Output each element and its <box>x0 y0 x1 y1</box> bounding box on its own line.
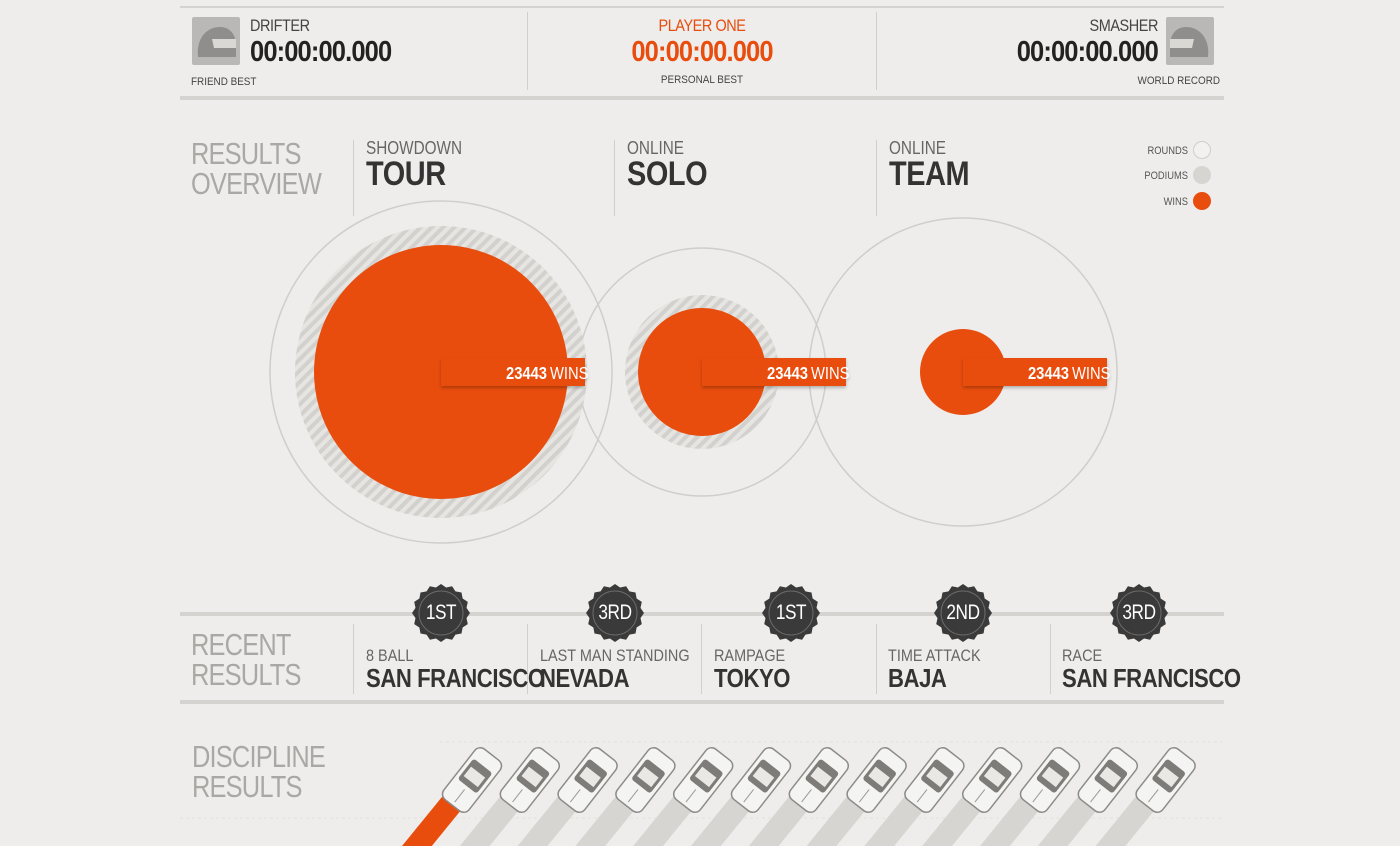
place-badge-text: 1ST <box>775 601 807 624</box>
player-name: PLAYER ONE <box>658 16 746 35</box>
category-team-mode: ONLINE <box>889 138 946 158</box>
results-overview-title: RESULTS OVERVIEW <box>191 136 322 201</box>
discipline-car[interactable] <box>806 745 909 846</box>
team-wins-value: 23443 <box>1028 364 1069 384</box>
place-badge[interactable]: 2ND <box>934 584 992 642</box>
discipline-car[interactable] <box>922 745 1024 846</box>
result-location[interactable]: NEVADA <box>540 663 630 693</box>
recent-top-rule <box>180 612 1224 616</box>
friend-helmet-icon[interactable] <box>192 17 240 65</box>
personal-best-label: PERSONAL BEST <box>660 74 744 86</box>
tour-wins-chip[interactable]: 23443 WINS <box>441 358 589 386</box>
record-helmet-icon[interactable] <box>1166 17 1214 65</box>
header-divider <box>527 12 528 90</box>
solo-wins-unit: WINS <box>811 364 850 384</box>
category-tour-title[interactable]: TOUR <box>366 155 446 193</box>
category-divider <box>876 140 877 216</box>
result-mode: RACE <box>1062 646 1103 665</box>
header-divider <box>876 12 877 90</box>
results-overview-title-line2: OVERVIEW <box>191 166 322 201</box>
world-record-label: WORLD RECORD <box>1137 75 1220 87</box>
recent-results-title-line1: RECENT <box>191 627 291 662</box>
category-solo-title[interactable]: SOLO <box>627 155 708 193</box>
header-bottom-rule <box>180 96 1224 100</box>
recent-divider <box>1050 624 1051 694</box>
world-record-time: 00:00:00.000 <box>1016 36 1159 68</box>
discipline-car[interactable] <box>517 745 620 846</box>
legend-rounds-swatch <box>1193 141 1211 159</box>
category-tour-mode: SHOWDOWN <box>366 138 463 158</box>
friend-best-label: FRIEND BEST <box>191 76 257 88</box>
legend-rounds-label: ROUNDS <box>1147 145 1188 157</box>
result-location[interactable]: SAN FRANCISCO <box>366 663 545 693</box>
team-wins-chip[interactable]: 23443 WINS <box>963 358 1111 386</box>
discipline-car[interactable] <box>633 745 735 846</box>
result-mode: LAST MAN STANDING <box>540 646 690 665</box>
legend-wins-swatch <box>1193 192 1211 210</box>
solo-wins-chip[interactable]: 23443 WINS <box>702 358 850 386</box>
tour-wins-unit: WINS <box>550 364 589 384</box>
category-team-title[interactable]: TEAM <box>889 155 970 193</box>
personal-best-time: 00:00:00.000 <box>631 36 773 68</box>
legend-podiums-swatch <box>1193 166 1211 184</box>
place-badge-text: 3RD <box>1122 601 1156 624</box>
discipline-results-title-line1: DISCIPLINE <box>192 739 326 774</box>
place-badge[interactable]: 1ST <box>412 584 470 642</box>
result-mode: RAMPAGE <box>714 646 786 665</box>
recent-divider <box>876 624 877 694</box>
category-solo-mode: ONLINE <box>627 138 684 158</box>
place-badge[interactable]: 1ST <box>762 584 820 642</box>
category-divider <box>614 140 615 216</box>
discipline-results-title: DISCIPLINE RESULTS <box>192 739 326 804</box>
result-mode: 8 BALL <box>366 646 414 665</box>
team-wins-unit: WINS <box>1072 364 1111 384</box>
result-location[interactable]: SAN FRANCISCO <box>1062 663 1241 693</box>
place-badge-text: 1ST <box>425 601 457 624</box>
friend-name: DRIFTER <box>250 16 310 35</box>
place-badge[interactable]: 3RD <box>586 584 644 642</box>
legend-wins-label: WINS <box>1163 196 1188 208</box>
discipline-results-title-line2: RESULTS <box>192 769 302 804</box>
category-divider <box>353 140 354 216</box>
recent-divider <box>701 624 702 694</box>
header-top-rule <box>180 6 1224 8</box>
result-location[interactable]: TOKYO <box>714 663 791 693</box>
tour-wins-value: 23443 <box>506 364 547 384</box>
recent-bottom-rule <box>180 700 1224 704</box>
discipline-car[interactable] <box>1095 745 1198 846</box>
tour-rounds-ring <box>269 200 613 544</box>
discipline-car[interactable] <box>691 745 793 846</box>
recent-results-title: RECENT RESULTS <box>191 627 301 692</box>
friend-time: 00:00:00.000 <box>250 36 392 68</box>
discipline-car[interactable] <box>748 745 851 846</box>
place-badge[interactable]: 3RD <box>1110 584 1168 642</box>
discipline-car[interactable] <box>1037 745 1140 846</box>
recent-divider <box>353 624 354 694</box>
discipline-car[interactable] <box>864 745 966 846</box>
discipline-car[interactable] <box>459 745 562 846</box>
solo-wins-value: 23443 <box>767 364 808 384</box>
legend-podiums-label: PODIUMS <box>1144 170 1188 182</box>
recent-results-title-line2: RESULTS <box>191 657 301 692</box>
discipline-car[interactable] <box>575 745 677 846</box>
discipline-car[interactable] <box>402 745 504 846</box>
result-mode: TIME ATTACK <box>888 646 981 665</box>
discipline-car[interactable] <box>980 745 1082 846</box>
results-overview-title-line1: RESULTS <box>191 136 301 171</box>
place-badge-text: 2ND <box>946 601 980 624</box>
result-location[interactable]: BAJA <box>888 663 947 693</box>
recent-divider <box>527 624 528 694</box>
place-badge-text: 3RD <box>598 601 632 624</box>
record-holder-name: SMASHER <box>1089 16 1159 35</box>
